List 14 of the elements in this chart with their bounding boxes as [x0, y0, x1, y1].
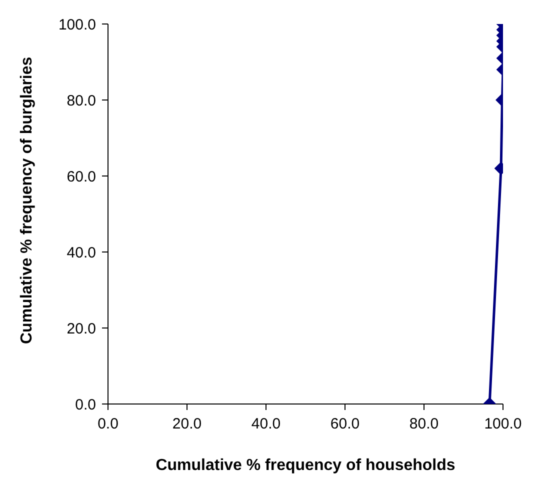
x-tick-label: 100.0: [484, 416, 522, 433]
x-axis-title: Cumulative % frequency of households: [156, 457, 456, 474]
x-tick-label: 20.0: [172, 416, 202, 433]
y-tick-label: 100.0: [58, 16, 96, 34]
x-tick-label: 60.0: [330, 416, 360, 433]
x-tick-label: 0.0: [98, 416, 118, 433]
y-axis-title: Cumulative % frequency of burglaries: [18, 56, 36, 344]
y-tick-label: 80.0: [66, 92, 96, 110]
y-tick-label: 0.0: [75, 396, 96, 414]
y-tick-label: 20.0: [66, 320, 96, 338]
x-tick-label: 80.0: [409, 416, 439, 433]
y-tick-label: 40.0: [66, 244, 96, 262]
x-tick-label: 40.0: [251, 416, 281, 433]
y-tick-label: 60.0: [66, 168, 96, 186]
